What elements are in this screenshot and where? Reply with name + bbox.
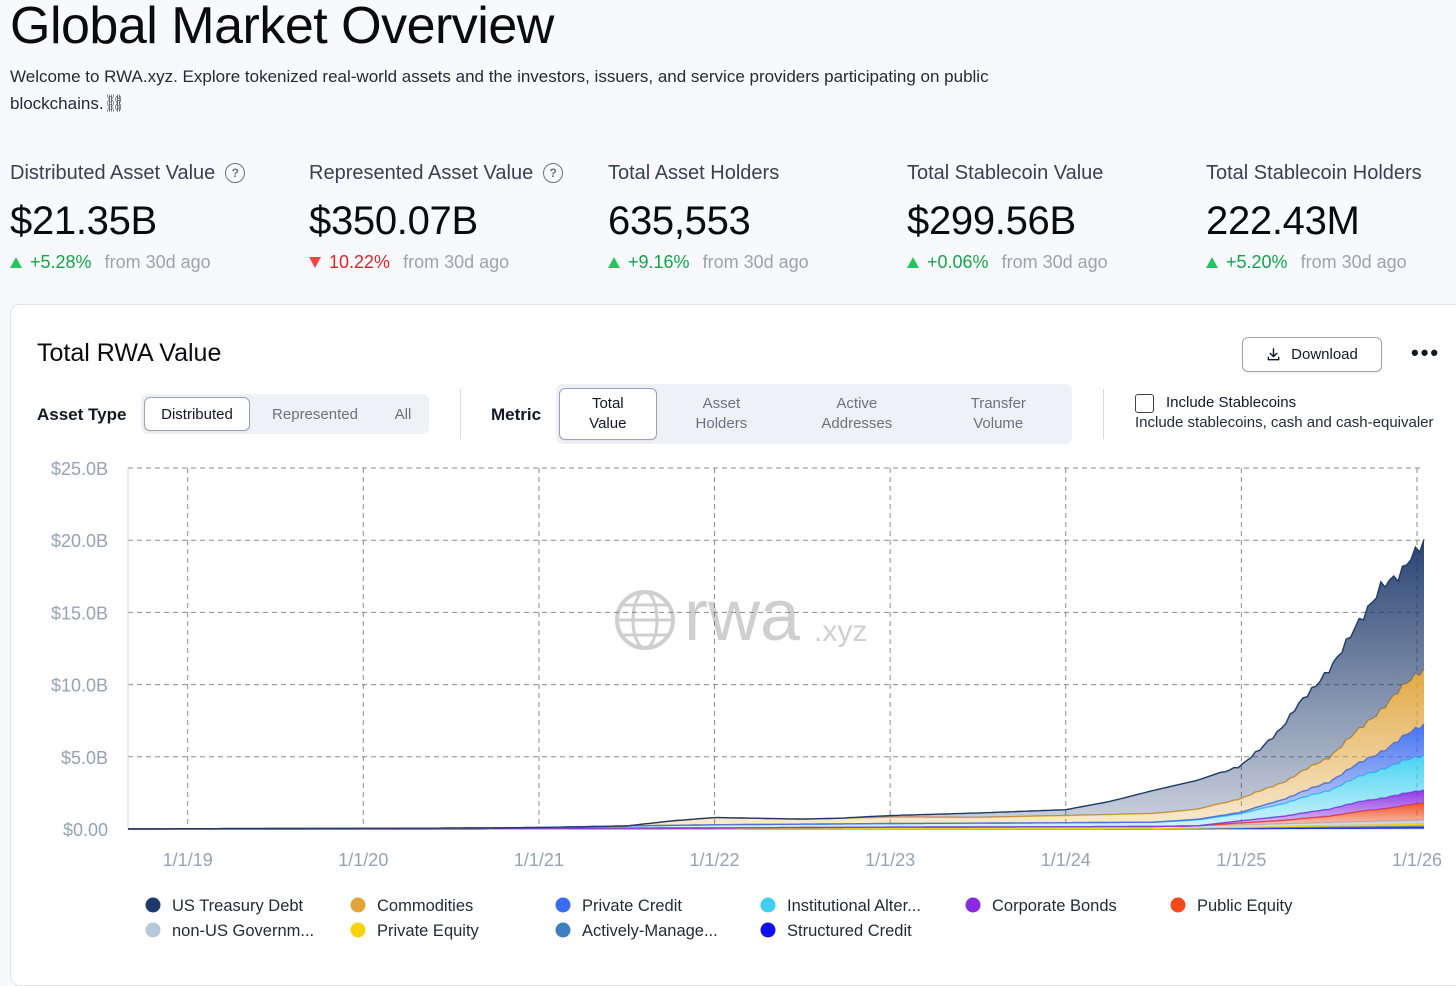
include-stablecoins-checkbox[interactable] [1135, 394, 1154, 413]
metric-label: Metric [491, 405, 542, 424]
y-tick-label: $25.0B [51, 459, 108, 479]
legend-swatch [965, 897, 981, 913]
x-tick-label: 1/1/20 [338, 850, 388, 870]
download-icon [1267, 348, 1280, 361]
kpi-total-stablecoin-holders: Total Stablecoin Holders 222.43M +5.20% … [1206, 158, 1456, 273]
metric-transfer-volume[interactable]: Transfer Volume [970, 395, 1026, 432]
trend-up-icon [608, 257, 620, 268]
help-icon[interactable]: ? [543, 163, 564, 183]
card-title: Total RWA Value [37, 339, 222, 367]
x-tick-label: 1/1/25 [1216, 850, 1266, 870]
legend-label: US Treasury Debt [172, 897, 304, 915]
trend-up-icon [10, 257, 22, 268]
y-tick-label: $20.0B [51, 531, 108, 551]
page-intro: Welcome to RWA.xyz. Explore tokenized re… [10, 67, 989, 113]
kpi-value: $350.07B [309, 199, 478, 243]
watermark-text: rwa [684, 576, 801, 656]
legend-label: non-US Governm... [172, 922, 314, 940]
watermark-suffix: .xyz [814, 615, 867, 648]
kpi-label: Total Asset Holders [608, 161, 780, 184]
legend-label: Private Equity [377, 922, 480, 940]
globe-icon [615, 590, 675, 650]
x-tick-label: 1/1/21 [514, 850, 564, 870]
metric-total-value[interactable]: Total Value [559, 388, 657, 440]
more-options-icon[interactable]: ••• [1411, 340, 1441, 365]
kpi-row: Distributed Asset Value? $21.35B +5.28% … [10, 158, 1456, 278]
x-tick-label: 1/1/23 [865, 850, 915, 870]
legend-swatch [350, 922, 366, 938]
asset-type-represented[interactable]: Represented [272, 405, 358, 423]
legend-swatch [760, 897, 776, 913]
kpi-value: $21.35B [10, 199, 157, 243]
y-tick-label: $10.0B [51, 676, 108, 696]
legend-swatch [350, 897, 366, 913]
page-title: Global Market Overview [10, 0, 554, 55]
kpi-value: 635,553 [608, 199, 751, 243]
kpi-label: Represented Asset Value [309, 161, 534, 184]
asset-type-distributed[interactable]: Distributed [144, 397, 250, 431]
legend-swatch [555, 922, 571, 938]
kpi-change-suffix: from 30d ago [1001, 252, 1108, 272]
metric-toggle: Total Value Asset Holders Active Addresses … [556, 384, 1072, 444]
legend-label: Institutional Alter... [787, 897, 921, 915]
legend-swatch [760, 922, 776, 938]
legend-swatch [1170, 897, 1186, 913]
kpi-total-stablecoin-value: Total Stablecoin Value $299.56B +0.06% f… [907, 158, 1197, 273]
kpi-change: +9.16% [628, 252, 690, 272]
x-tick-label: 1/1/19 [163, 850, 213, 870]
kpi-label: Total Stablecoin Holders [1206, 161, 1422, 184]
kpi-label: Total Stablecoin Value [907, 161, 1104, 184]
kpi-change-suffix: from 30d ago [403, 252, 510, 272]
watermark: rwa .xyz [615, 576, 867, 656]
asset-type-toggle: Distributed Represented All [141, 394, 429, 434]
x-tick-label: 1/1/26 [1392, 850, 1442, 870]
asset-type-label: Asset Type [37, 405, 127, 424]
y-tick-label: $5.0B [61, 748, 108, 768]
kpi-change: +5.28% [30, 252, 92, 272]
legend-swatch [145, 897, 161, 913]
legend-swatch [555, 897, 571, 913]
kpi-change: +0.06% [927, 252, 989, 272]
metric-active-addresses[interactable]: Active Addresses [821, 395, 893, 432]
filter-divider [460, 389, 461, 439]
legend-label: Actively-Manage... [582, 922, 718, 940]
x-tick-label: 1/1/22 [690, 850, 740, 870]
kpi-change-suffix: from 30d ago [104, 252, 211, 272]
kpi-total-asset-holders: Total Asset Holders 635,553 +9.16% from … [608, 158, 898, 273]
area-series [128, 669, 1424, 829]
kpi-change-suffix: from 30d ago [702, 252, 809, 272]
x-tick-label: 1/1/24 [1041, 850, 1091, 870]
include-stablecoins-description: Include stablecoins, cash and cash-equiv… [1135, 414, 1434, 431]
kpi-label: Distributed Asset Value [10, 161, 216, 184]
kpi-value: $299.56B [907, 199, 1076, 243]
rwa-value-chart: $0.00 $5.0B $10.0B $15.0B $20.0B $25.0B 1/1/19… [51, 459, 1442, 940]
y-tick-label: $0.00 [63, 820, 108, 840]
legend-label: Structured Credit [787, 922, 912, 940]
kpi-change-suffix: from 30d ago [1300, 252, 1407, 272]
include-stablecoins-label: Include Stablecoins [1166, 394, 1297, 411]
trend-down-icon [309, 257, 321, 268]
download-label: Download [1291, 346, 1358, 363]
series-line [127, 539, 1425, 830]
legend-swatch [145, 922, 161, 938]
trend-up-icon [907, 257, 919, 268]
metric-asset-holders[interactable]: Asset Holders [695, 395, 748, 432]
kpi-value: 222.43M [1206, 199, 1360, 243]
trend-up-icon [1206, 257, 1218, 268]
legend-label: Public Equity [1197, 897, 1293, 915]
legend-label: Commodities [377, 897, 473, 915]
rwa-value-card: Total RWA Value Download ••• Asset Type … [10, 304, 1456, 986]
kpi-change: +5.20% [1226, 252, 1288, 272]
kpi-represented-asset-value: Represented Asset Value? $350.07B 10.22%… [309, 158, 599, 273]
legend-label: Corporate Bonds [992, 897, 1117, 915]
filter-divider [1103, 389, 1104, 439]
help-icon[interactable]: ? [225, 163, 246, 183]
asset-type-all[interactable]: All [394, 405, 412, 423]
kpi-change: 10.22% [329, 252, 391, 272]
y-tick-label: $15.0B [51, 603, 108, 623]
download-button[interactable]: Download [1242, 337, 1382, 372]
kpi-distributed-asset-value: Distributed Asset Value? $21.35B +5.28% … [10, 158, 300, 273]
legend-label: Private Credit [582, 897, 682, 915]
